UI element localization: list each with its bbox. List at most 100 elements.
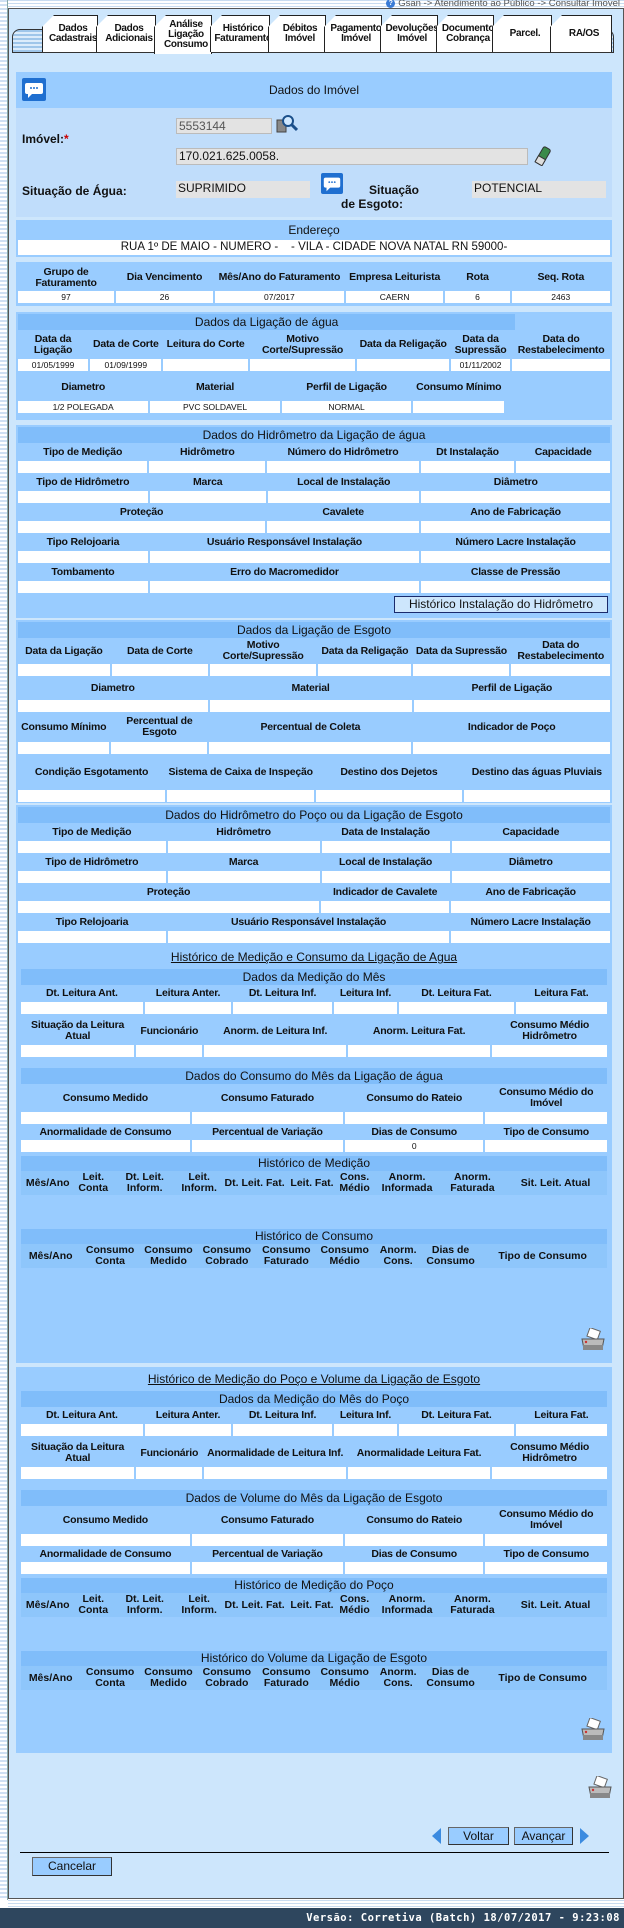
tab-historico-faturamento[interactable]: Histórico Faturamento: [210, 15, 270, 52]
printer-icon[interactable]: [587, 1774, 613, 1805]
section-ligacao-agua: Dados da Ligação de água Data da Ligação D…: [16, 312, 612, 420]
field-label: Data de Corte: [126, 644, 193, 657]
tab-dados-adicionais[interactable]: Dados Adicionais: [96, 15, 156, 52]
field-label: Destino dos Dejetos: [340, 765, 438, 778]
field-value: [321, 871, 450, 883]
printer-icon[interactable]: [580, 1716, 606, 1747]
value-row: [21, 1424, 607, 1436]
column-header: Tipo de Consumo: [498, 1249, 587, 1262]
field-value: [21, 1467, 135, 1479]
field-value: [209, 742, 412, 754]
left-frame-strip: [0, 0, 8, 1900]
arrow-right-icon[interactable]: [580, 1828, 589, 1844]
tab-pagamento-imovel[interactable]: Pagamento Imóvel: [324, 15, 382, 52]
history-title: Histórico de Medição e Consumo da Ligaçã…: [170, 950, 458, 964]
field-value: [21, 1534, 190, 1546]
chat-icon[interactable]: [321, 173, 343, 194]
column-header: Mês/Ano: [25, 1176, 70, 1189]
field-value: [316, 790, 462, 802]
field-label: Diâmetro: [508, 855, 553, 868]
field-value: [136, 1045, 203, 1057]
column-header: Anorm. Faturada: [450, 1171, 495, 1194]
field-label: Consumo Médio Hidrômetro: [510, 1019, 590, 1042]
section-title: Dados da Ligação de água: [18, 314, 516, 330]
field-value: [21, 1112, 190, 1124]
column-header: Dias de Consumo: [426, 1666, 475, 1689]
value-row: [21, 1534, 607, 1546]
history-title: Histórico de Medição do Poço e Volume da…: [147, 1372, 481, 1386]
section-title: Dados do Imóvel: [268, 83, 360, 97]
field-value: [136, 1467, 203, 1479]
help-icon[interactable]: ?: [386, 0, 396, 8]
field-label: Data do Restabelecimento: [517, 639, 605, 662]
field-label: Consumo Faturado: [220, 1091, 314, 1104]
field-label: Data da Ligação: [25, 644, 103, 657]
field-label: Material: [196, 380, 235, 393]
arrow-left-icon[interactable]: [432, 1828, 441, 1844]
field-value: 2463: [511, 291, 610, 303]
tab-ra-os[interactable]: RA/OS: [550, 15, 612, 52]
avancar-button[interactable]: Avançar: [514, 1827, 573, 1845]
history-column-header: Mês/Ano Consumo Conta Consumo Medido Consum…: [21, 1666, 607, 1690]
search-icon[interactable]: [276, 114, 299, 139]
field-label: Data da Supressão: [415, 644, 507, 657]
history-column-header: Mês/Ano Leit. Conta Dt. Leit. Inform. Leit.…: [21, 1593, 607, 1617]
section-dados-imovel: Dados do Imóvel Imóvel:* 5553144 170.021…: [16, 72, 612, 217]
field-label: Tipo de Consumo: [503, 1125, 589, 1138]
eraser-icon[interactable]: [534, 146, 552, 171]
situacao-esgoto-label: Situação de Esgoto:: [341, 183, 420, 211]
field-value: 01/05/1999: [18, 359, 89, 371]
field-label: Leitura Inf.: [339, 987, 392, 999]
matricula-input[interactable]: 5553144: [176, 118, 272, 134]
field-label: Data de Instalação: [341, 825, 430, 838]
field-value: [399, 1424, 514, 1436]
tab-parcel[interactable]: Parcel.: [492, 15, 552, 52]
tab-devolucoes-imovel[interactable]: Devoluções Imóvel: [380, 15, 438, 52]
field-value: [149, 581, 420, 593]
field-value: [18, 742, 110, 754]
cancelar-button[interactable]: Cancelar: [32, 1857, 112, 1876]
empty-cell: [506, 401, 610, 413]
version-footer: Versão: Corretiva (Batch) 18/07/2017 - 9…: [0, 1908, 624, 1928]
historico-instalacao-hidrometro-button[interactable]: Histórico Instalação do Hidrômetro: [394, 596, 608, 613]
field-label: Consumo Medido: [62, 1513, 149, 1526]
value-row: [18, 521, 610, 533]
field-label: Consumo Faturado: [220, 1513, 314, 1526]
field-label: Consumo Mínimo: [416, 380, 502, 393]
section-title: Histórico de Medição: [21, 1156, 607, 1171]
tab-dados-cadastrais[interactable]: Dados Cadastrais: [42, 15, 98, 52]
tab-debitos-imovel[interactable]: Débitos Imóvel: [268, 15, 326, 52]
voltar-button[interactable]: Voltar: [448, 1827, 509, 1845]
field-label: Classe de Pressão: [470, 565, 561, 578]
column-header: Anorm. Cons.: [379, 1244, 417, 1267]
printer-icon[interactable]: [580, 1326, 606, 1357]
field-value: [149, 461, 266, 473]
field-label: Mês/Ano do Faturamento: [218, 271, 341, 283]
field-value: [421, 581, 610, 593]
chat-icon[interactable]: [22, 78, 46, 101]
tab-documento-cobranca[interactable]: Documento Cobrança: [436, 15, 494, 52]
label-row: Tipo de Hidrômetro Marca Local de Instalaç…: [18, 853, 610, 871]
field-value: [485, 1562, 607, 1574]
field-value: [485, 1140, 607, 1152]
field-value: 07/2017: [214, 291, 344, 303]
section-title: Histórico do Volume da Ligação de Esgoto: [21, 1651, 607, 1666]
field-label: Data do Restabelecimento: [517, 332, 605, 356]
field-label: Consumo Medido: [62, 1091, 149, 1104]
field-value: [345, 1112, 484, 1124]
tab-analise-ligacao-consumo[interactable]: Análise Ligação Consumo: [154, 15, 212, 54]
field-label: Dt. Leitura Inf.: [248, 987, 317, 999]
field-label: Anormalidade Leitura Fat.: [356, 1446, 482, 1459]
inscricao-input[interactable]: 170.021.625.0058.: [176, 148, 528, 165]
situacao-esgoto-value: POTENCIAL: [472, 181, 606, 198]
imovel-label: Imóvel:*: [22, 132, 69, 146]
field-value: [511, 664, 610, 676]
field-label: Hidrômetro: [216, 825, 271, 838]
label-row: Tipo Relojoaria Usuário Responsável Insta…: [18, 533, 610, 551]
label-row: Tombamento Erro do Macromedidor Classe de …: [18, 563, 610, 581]
field-label: Sistema de Caixa de Inspeção: [168, 765, 313, 778]
field-value: [209, 700, 412, 712]
field-value: [451, 931, 610, 943]
column-header: Anorm. Informada: [381, 1593, 433, 1616]
field-label: Anormalidade de Leitura Inf.: [207, 1446, 344, 1459]
